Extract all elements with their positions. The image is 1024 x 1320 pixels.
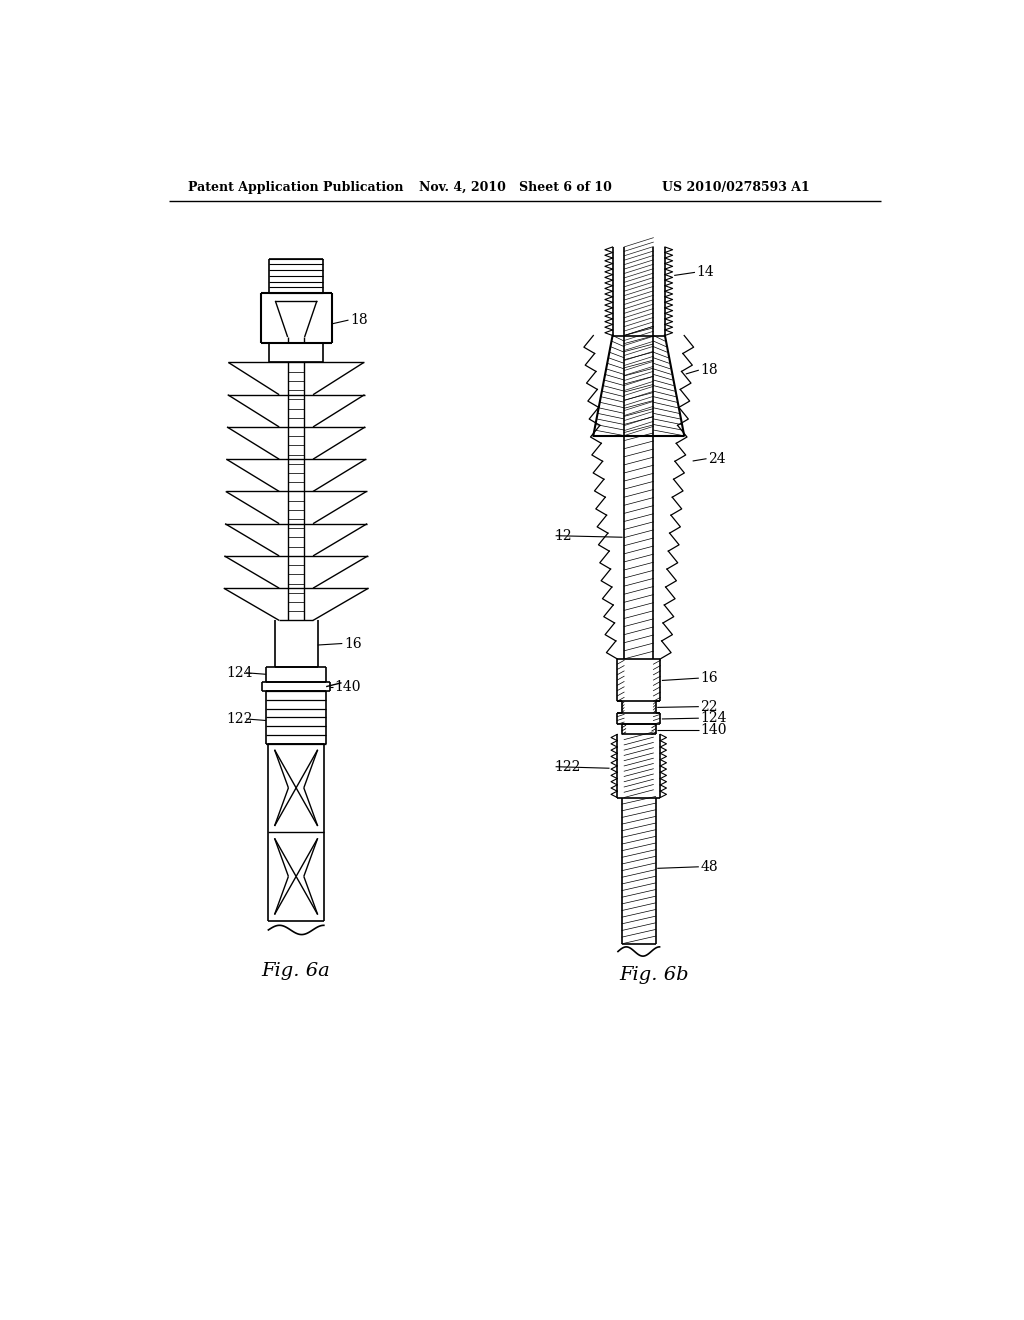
Text: 14: 14: [696, 265, 715, 280]
Text: 18: 18: [350, 313, 368, 327]
Text: 124: 124: [226, 665, 253, 680]
Text: 140: 140: [335, 680, 361, 693]
Text: 18: 18: [700, 363, 718, 378]
Text: 124: 124: [700, 711, 727, 725]
Text: 122: 122: [226, 711, 253, 726]
Text: Nov. 4, 2010   Sheet 6 of 10: Nov. 4, 2010 Sheet 6 of 10: [419, 181, 612, 194]
Text: 122: 122: [554, 760, 581, 774]
Text: 22: 22: [700, 700, 718, 714]
Text: US 2010/0278593 A1: US 2010/0278593 A1: [662, 181, 810, 194]
Text: 12: 12: [554, 529, 571, 543]
Text: Fig. 6a: Fig. 6a: [262, 962, 331, 979]
Text: Patent Application Publication: Patent Application Publication: [188, 181, 403, 194]
Text: Fig. 6b: Fig. 6b: [620, 966, 689, 983]
Text: 140: 140: [700, 723, 727, 737]
Text: 16: 16: [344, 636, 361, 651]
Text: 24: 24: [708, 451, 726, 466]
Text: 48: 48: [700, 859, 718, 874]
Text: 16: 16: [700, 671, 718, 685]
